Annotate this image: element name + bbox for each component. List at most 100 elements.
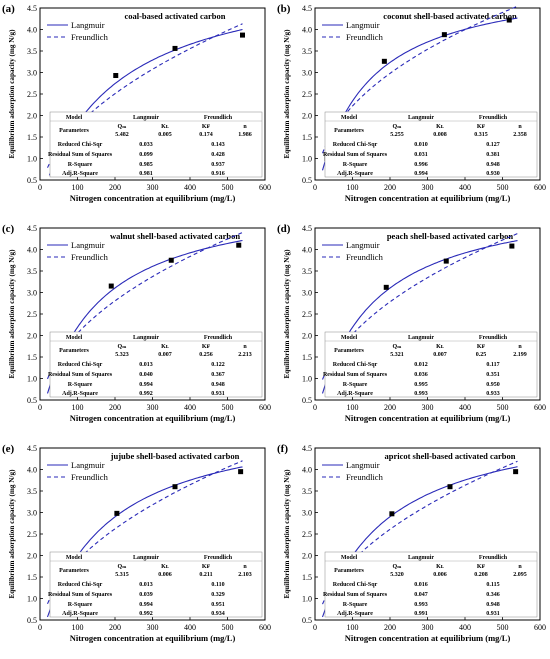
legend-langmuir-label: Langmuir — [346, 460, 380, 470]
table-val-kf: 0.174 — [199, 132, 213, 138]
x-axis-label: Nitrogen concentration at equilibrium (m… — [70, 413, 236, 423]
table-row-parameters: Parameters — [334, 348, 364, 354]
table-val-adj-freundlich: 0.916 — [211, 171, 225, 177]
y-tick-label: 2.0 — [27, 112, 37, 121]
table-val-n: 1.986 — [238, 132, 252, 138]
table-sym-n: n — [518, 564, 522, 570]
x-tick-label: 300 — [147, 623, 159, 632]
y-tick-label: 3.0 — [27, 509, 37, 518]
y-tick-label: 1.0 — [302, 155, 312, 164]
table-header-langmuir: Langmuir — [408, 335, 434, 341]
x-tick-label: 100 — [72, 623, 84, 632]
x-tick-label: 100 — [72, 403, 84, 412]
table-header-freundlich: Freundlich — [204, 555, 233, 561]
table-val-chi-freundlich: 0.143 — [211, 142, 225, 148]
chart-panel-1: 0 100 200 300 400 500 600 0.5 1.0 1.5 2.0 2.5 3.0 3.5… — [2, 3, 271, 203]
x-tick-label: 600 — [534, 623, 546, 632]
table-val-n: 2.095 — [513, 572, 527, 578]
table-val-adj-freundlich: 0.933 — [486, 391, 500, 397]
chart-title: coconut shell-based activated carbon — [383, 11, 517, 21]
x-tick-label: 600 — [534, 403, 546, 412]
table-val-rss-freundlich: 0.381 — [486, 152, 500, 158]
freundlich-curve — [321, 233, 518, 380]
y-tick-label: 4.0 — [302, 246, 312, 255]
panel-label: (b) — [277, 3, 291, 15]
table-val-kf: 0.25 — [476, 352, 487, 358]
table-val-adj-freundlich: 0.930 — [486, 171, 500, 177]
data-point — [113, 73, 119, 79]
x-tick-label: 300 — [147, 403, 159, 412]
table-val-r2-langmuir: 0.985 — [139, 162, 153, 168]
table-sym-qm: Qₘ — [117, 564, 127, 570]
table-val-r2-freundlich: 0.948 — [486, 162, 500, 168]
table-val-chi-freundlich: 0.110 — [211, 582, 224, 588]
table-header-langmuir: Langmuir — [408, 555, 434, 561]
table-val-chi-langmuir: 0.012 — [414, 362, 428, 368]
y-tick-label: 0.5 — [302, 396, 312, 405]
table-val-kl: 0.006 — [158, 572, 172, 578]
y-tick-label: 1.5 — [302, 353, 312, 362]
y-axis-label: Equilibrium adsorption capacity (mg N/g) — [283, 469, 291, 599]
table-val-rss-freundlich: 0.346 — [486, 592, 500, 598]
table-sym-kf: Kꜰ — [202, 124, 211, 130]
table-row-r2: R-Square — [343, 382, 368, 388]
fit-table: Model Langmuir Freundlich Qₘ Kʟ Kꜰ n Parameters… — [48, 111, 263, 178]
table-val-adj-freundlich: 0.931 — [211, 391, 225, 397]
table-val-r2-freundlich: 0.950 — [486, 382, 500, 388]
y-tick-label: 1.0 — [302, 595, 312, 604]
table-row-rss: Residual Sum of Squares — [323, 152, 388, 158]
x-tick-label: 500 — [497, 623, 509, 632]
x-tick-label: 300 — [422, 183, 434, 192]
y-axis-label: Equilibrium adsorption capacity (mg N/g) — [8, 469, 16, 599]
panel-label: (d) — [277, 223, 291, 235]
chart-title: jujube shell-based activated carbon — [110, 451, 240, 461]
x-tick-label: 0 — [313, 183, 317, 192]
x-tick-label: 600 — [259, 623, 271, 632]
y-tick-label: 2.5 — [302, 530, 312, 539]
table-val-n: 2.213 — [238, 352, 252, 358]
chart-title: peach shell-based activated carbon — [387, 231, 514, 241]
y-tick-label: 0.5 — [27, 616, 37, 625]
chart-panel-2: 0 100 200 300 400 500 600 0.5 1.0 1.5 2.0 2.5 3.0 3.5… — [277, 3, 546, 203]
y-tick-label: 2.0 — [302, 112, 312, 121]
table-row-adj: Adj.R-Square — [62, 611, 98, 617]
x-tick-label: 0 — [313, 623, 317, 632]
table-sym-kl: Kʟ — [436, 564, 444, 570]
y-tick-label: 3.5 — [27, 267, 37, 276]
y-tick-label: 3.5 — [302, 487, 312, 496]
table-sym-n: n — [518, 124, 522, 130]
fit-table-frame — [49, 111, 263, 178]
x-tick-label: 500 — [497, 403, 509, 412]
table-row-rss: Residual Sum of Squares — [48, 372, 113, 378]
fit-table-frame — [324, 111, 538, 178]
table-sym-qm: Qₘ — [392, 124, 402, 130]
table-sym-kf: Kꜰ — [477, 564, 486, 570]
x-tick-label: 100 — [347, 623, 359, 632]
table-sym-kl: Kʟ — [161, 564, 169, 570]
data-point — [381, 58, 387, 64]
table-val-r2-freundlich: 0.948 — [211, 382, 225, 388]
y-tick-label: 1.0 — [302, 375, 312, 384]
table-header-freundlich: Freundlich — [204, 115, 233, 121]
y-tick-label: 1.5 — [302, 133, 312, 142]
table-sym-kf: Kꜰ — [202, 344, 211, 350]
langmuir-curve — [321, 17, 518, 171]
table-sym-kl: Kʟ — [436, 344, 444, 350]
table-row-chi: Reduced Chi-Sqr — [58, 142, 103, 148]
legend-freundlich-label: Freundlich — [71, 252, 109, 262]
data-point — [443, 258, 449, 264]
table-val-rss-freundlich: 0.428 — [211, 152, 225, 158]
x-tick-label: 100 — [347, 403, 359, 412]
y-tick-label: 4.5 — [302, 4, 312, 13]
table-val-rss-langmuir: 0.099 — [139, 152, 153, 158]
table-val-chi-freundlich: 0.122 — [211, 362, 225, 368]
freundlich-curve — [46, 231, 243, 380]
table-val-chi-langmuir: 0.010 — [414, 142, 428, 148]
table-val-kf: 0.315 — [474, 132, 488, 138]
table-val-chi-langmuir: 0.013 — [139, 362, 153, 368]
x-tick-label: 500 — [497, 183, 509, 192]
table-row-chi: Reduced Chi-Sqr — [333, 362, 378, 368]
table-val-rss-freundlich: 0.351 — [486, 372, 500, 378]
y-tick-label: 4.5 — [302, 224, 312, 233]
table-sym-kf: Kꜰ — [477, 124, 486, 130]
